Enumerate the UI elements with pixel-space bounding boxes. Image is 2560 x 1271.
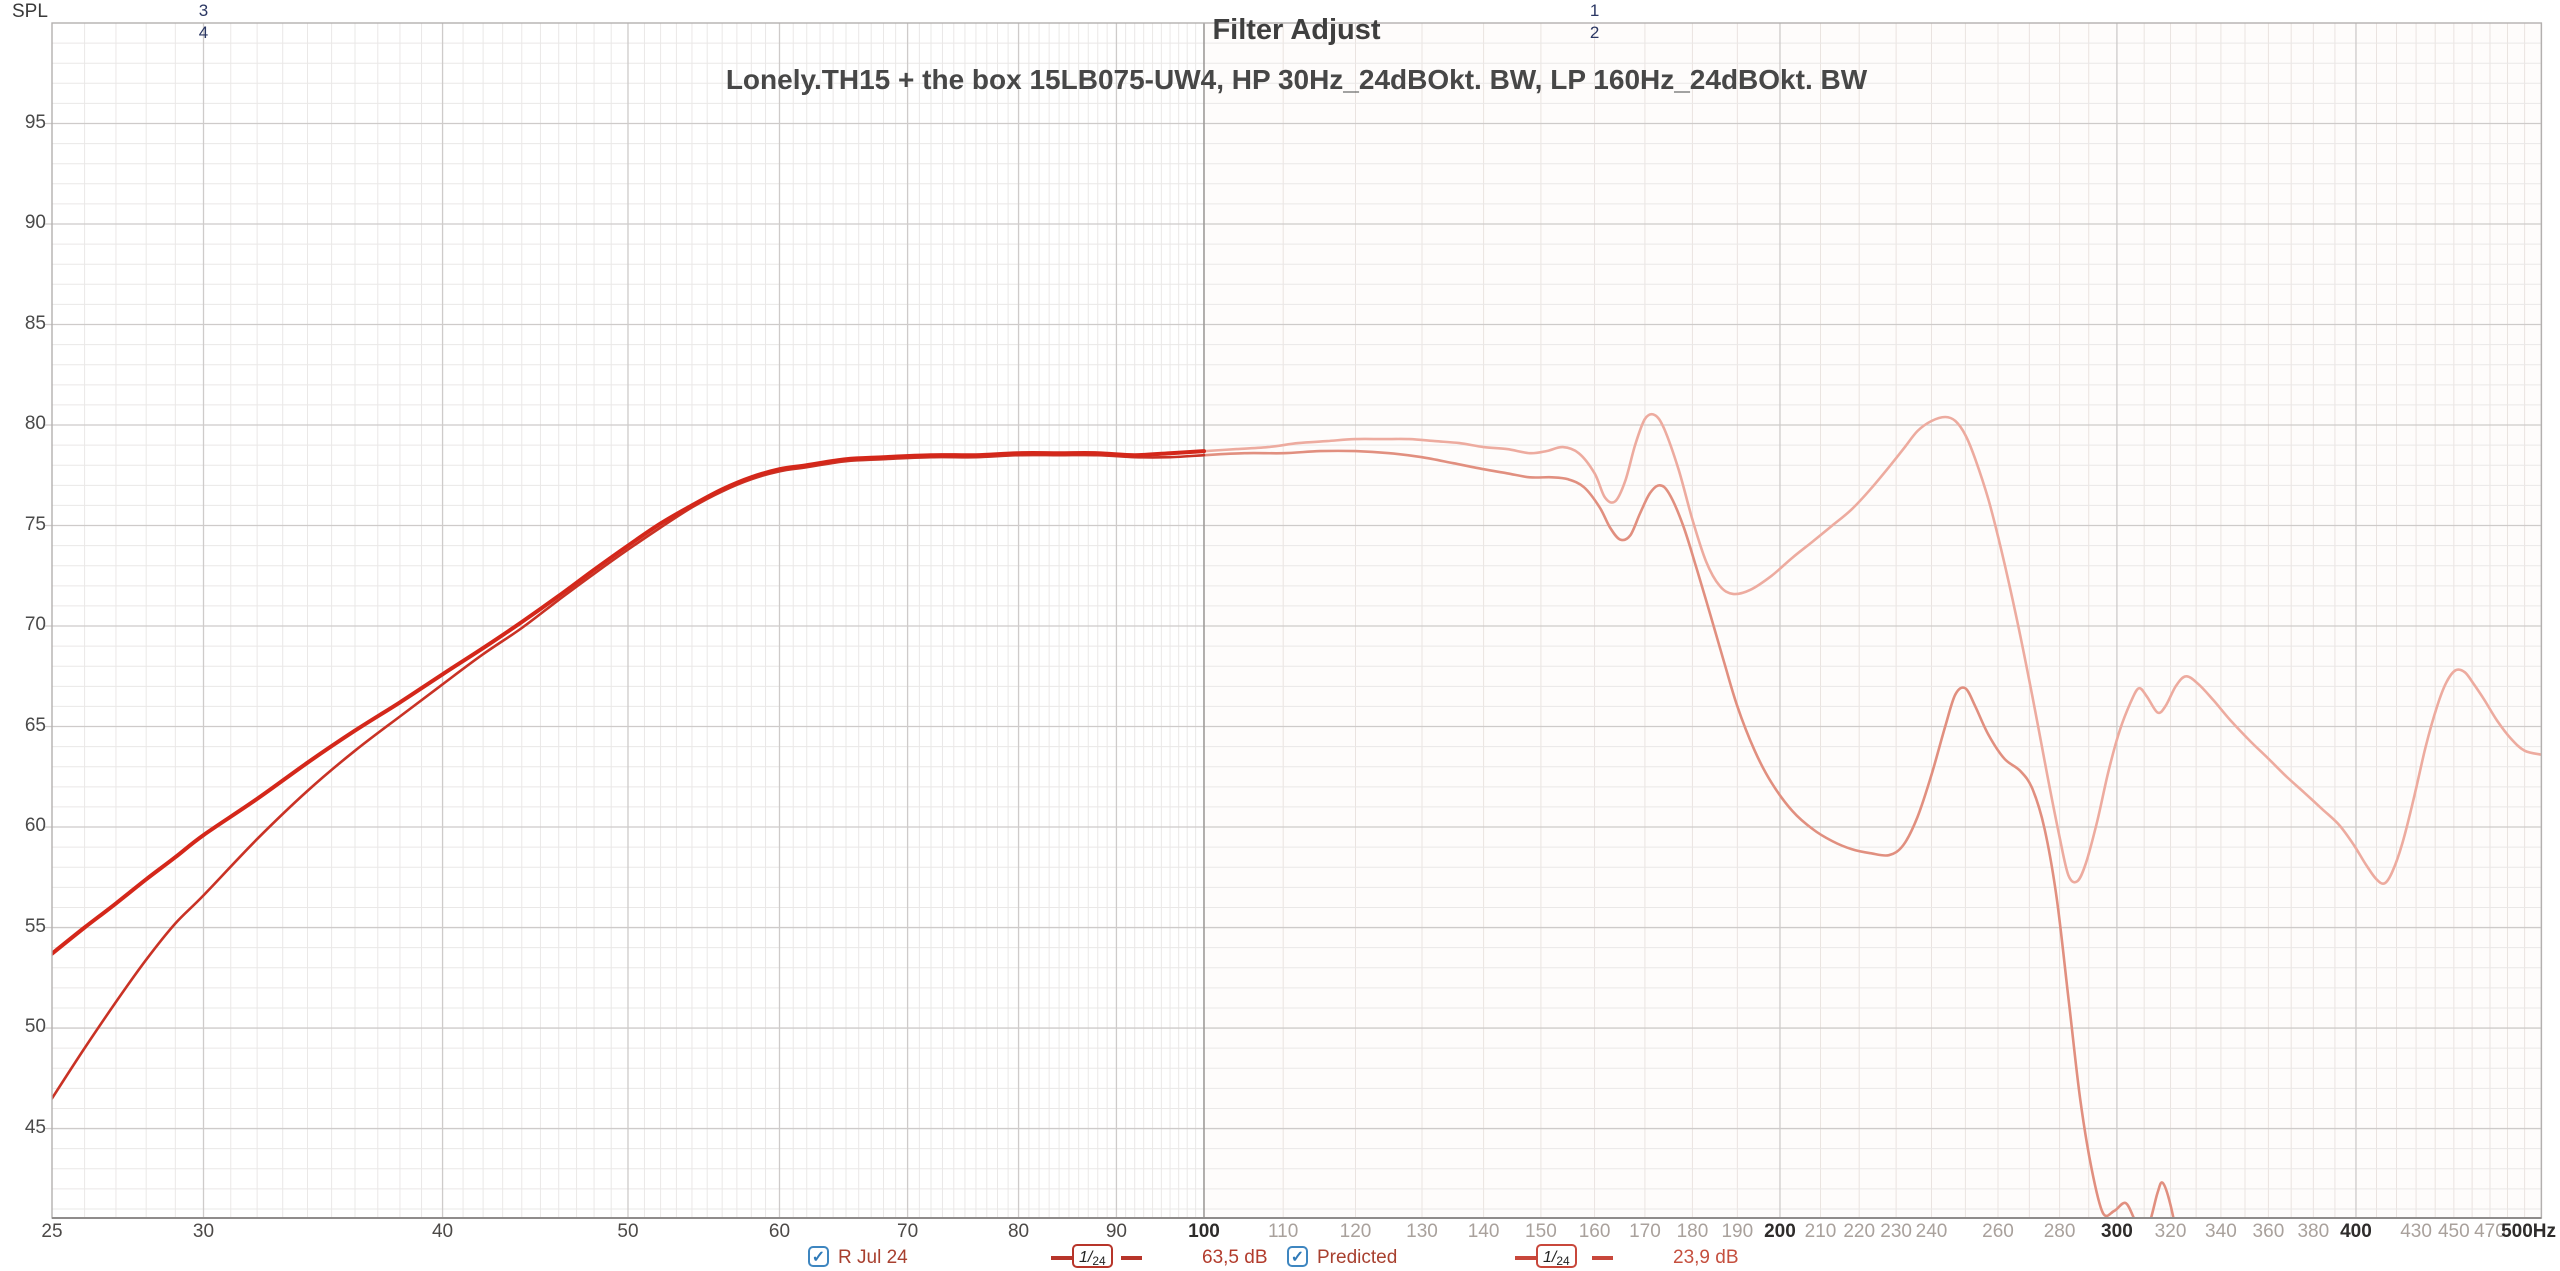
y-tick-label: 85 (24, 312, 46, 334)
y-tick-label: 50 (24, 1016, 46, 1038)
smoothing-numerator: 1/ (1543, 1249, 1557, 1266)
x-tick-label: 210 (1804, 1221, 1837, 1242)
trace-label-2: Predicted (1317, 1247, 1398, 1268)
trace-checkbox-2[interactable]: ✓ (1287, 1246, 1308, 1267)
y-tick-label: 60 (24, 815, 46, 837)
trace-level-value-2: 23,9 dB (1673, 1247, 1739, 1268)
x-tick-label: 280 (2043, 1221, 2076, 1242)
x-tick-label: 90 (1105, 1221, 1127, 1242)
page-title: Filter Adjust (1212, 14, 1381, 46)
x-tick-label: 200 (1764, 1221, 1796, 1242)
x-tick-label: 160 (1578, 1221, 1611, 1242)
x-tick-label: 470 (2474, 1221, 2506, 1242)
x-tick-label: 150 (1525, 1221, 1557, 1242)
x-tick-label: 240 (1915, 1221, 1948, 1242)
y-tick-label: 45 (24, 1116, 46, 1138)
x-tick-label: 430 (2400, 1221, 2432, 1242)
predicted-curve-faded (1202, 449, 2175, 1218)
x-tick-label: 380 (2297, 1221, 2330, 1242)
x-tick-label: 180 (1676, 1221, 1709, 1242)
measured-curve-faded (1202, 412, 2542, 885)
y-tick-label: 90 (24, 212, 46, 233)
marker-digit-top[interactable]: 1 (1589, 1, 1600, 20)
smoothing-denominator: 24 (1556, 1254, 1570, 1268)
x-tick-label: 130 (1406, 1221, 1438, 1242)
smoothing-badge-1[interactable]: 1/24 (1072, 1244, 1113, 1268)
x-tick-label: 190 (1721, 1221, 1754, 1242)
x-tick-label: 170 (1629, 1221, 1661, 1242)
marker-digit-bottom[interactable]: 2 (1589, 23, 1600, 42)
smoothing-denominator: 24 (1092, 1254, 1106, 1268)
x-tick-label: 320 (2154, 1221, 2187, 1242)
y-axis-title: SPL (12, 1, 48, 22)
x-tick-label: 400 (2340, 1221, 2372, 1242)
x-tick-label: 60 (768, 1221, 791, 1242)
x-tick-label: 340 (2205, 1221, 2237, 1242)
x-tick-label: 30 (192, 1221, 215, 1242)
smoothing-numerator: 1/ (1079, 1249, 1093, 1266)
x-tick-label: 120 (1339, 1221, 1372, 1242)
smoothing-badge-2[interactable]: 1/24 (1536, 1244, 1577, 1268)
x-tick-label: 450 (2437, 1221, 2470, 1242)
gridlines-major (45, 23, 2543, 1218)
marker-digit-top[interactable]: 3 (198, 1, 209, 20)
x-tick-label: 50 (617, 1221, 639, 1242)
x-tick-label: 140 (1467, 1221, 1500, 1242)
x-tick-label: 100 (1188, 1221, 1220, 1242)
x-tick-label: 230 (1880, 1221, 1912, 1242)
y-tick-label: 55 (24, 915, 46, 937)
x-tick-label: 80 (1007, 1221, 1030, 1242)
x-tick-label: 300 (2101, 1221, 2133, 1242)
trace-level-value-1: 63,5 dB (1202, 1247, 1268, 1268)
smoothing-dash-right (1592, 1256, 1613, 1260)
x-tick-label: 40 (431, 1221, 454, 1242)
smoothing-dash-left (1515, 1256, 1536, 1260)
out-of-range-region (1203, 23, 2542, 1218)
y-tick-label: 95 (24, 111, 46, 133)
y-tick-label: 80 (24, 413, 46, 435)
smoothing-dash-right (1121, 1256, 1142, 1260)
trace-label-1: R Jul 24 (838, 1247, 908, 1268)
gridlines-minor (52, 23, 2542, 1218)
y-tick-label: 70 (24, 614, 46, 636)
marker-digit-bottom[interactable]: 4 (198, 23, 209, 42)
x-tick-label: 260 (1982, 1221, 2014, 1242)
y-tick-label: 75 (24, 513, 46, 535)
trace-checkbox-1[interactable]: ✓ (808, 1246, 829, 1267)
legend-row: ✓ R Jul 24 1/24 63,5 dB ✓ Predicted 1/24 23,9 d… (0, 1244, 2560, 1271)
x-tick-label: 110 (1268, 1221, 1299, 1242)
x-tick-label: 25 (41, 1221, 63, 1242)
measured-curve (52, 449, 1206, 956)
x-tick-label: 360 (2252, 1221, 2285, 1242)
curves (52, 412, 2542, 1218)
x-tick-label: 70 (897, 1221, 919, 1242)
y-tick-label: 65 (24, 714, 46, 736)
x-tick-label: 500Hz (2501, 1221, 2556, 1242)
chart-subtitle: Lonely.TH15 + the box 15LB075-UW4, HP 30… (725, 64, 1868, 95)
smoothing-dash-left (1051, 1256, 1072, 1260)
x-tick-label: 220 (1843, 1221, 1876, 1242)
